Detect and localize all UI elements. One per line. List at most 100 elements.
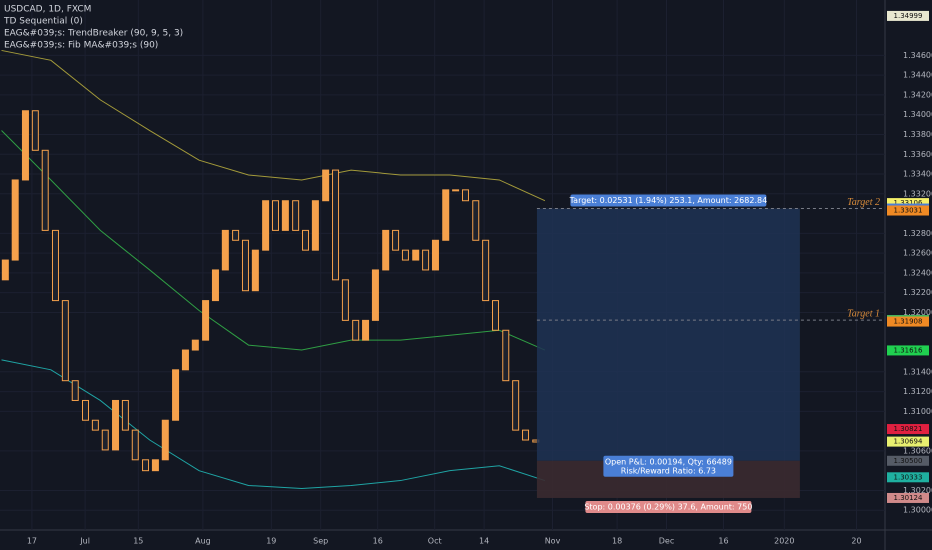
y-tick-label: 1.31200: [903, 387, 932, 396]
y-tick-label: 1.33600: [903, 150, 932, 159]
candle-body: [492, 300, 500, 331]
price-badge: [887, 316, 929, 327]
x-tick-label: 19: [266, 537, 276, 546]
candle-body: [302, 229, 310, 251]
candle-body: [281, 200, 289, 231]
indicator-label: TD Sequential (0): [3, 17, 83, 27]
candle-body: [382, 229, 390, 271]
price-badge-label: 1.31908: [894, 318, 923, 326]
x-tick-label: Oct: [428, 537, 442, 546]
candle-body: [161, 419, 169, 461]
candle-body: [341, 279, 349, 321]
candle-body: [332, 169, 340, 281]
candle-body: [181, 349, 189, 371]
indicator-label: EAG&#039;s: Fib MA&#039;s (90): [4, 41, 158, 51]
candle-body: [51, 229, 59, 302]
candle-body: [251, 249, 259, 292]
x-tick-label: 17: [27, 537, 37, 546]
x-tick-label: 16: [718, 537, 728, 546]
price-badge: [887, 345, 929, 356]
price-badge-label: 1.33106: [894, 199, 923, 207]
y-tick-label: 1.33800: [903, 130, 932, 139]
price-badge-label: 1.33031: [894, 207, 923, 215]
price-badge-label: 1.31616: [894, 346, 923, 354]
candle-body: [61, 300, 69, 382]
y-tick-label: 1.30000: [903, 506, 932, 515]
x-tick-label: 15: [133, 537, 143, 546]
price-badge: [887, 10, 929, 21]
candle-body: [11, 179, 19, 261]
price-badge-label: 1.30124: [894, 494, 923, 502]
price-badge: [887, 205, 929, 216]
candle-body: [502, 329, 510, 382]
y-tick-label: 1.31400: [903, 367, 932, 376]
candle-body: [392, 229, 400, 251]
x-tick-label: 18: [612, 537, 622, 546]
candle-body: [262, 200, 270, 251]
candle-body: [1, 259, 9, 281]
candle-body: [41, 149, 49, 231]
candle-body: [151, 459, 159, 472]
y-tick-label: 1.34400: [903, 71, 932, 80]
candle-body: [362, 319, 370, 341]
y-tick-label: 1.34200: [903, 90, 932, 99]
candle-body: [172, 369, 180, 421]
candle-body: [131, 429, 139, 461]
price-badge-label: 1.34999: [894, 12, 923, 20]
x-tick-label: 20: [851, 537, 861, 546]
candle-body: [142, 459, 150, 472]
candle-body: [431, 239, 439, 271]
candle-body: [452, 189, 460, 192]
y-tick-label: 1.32000: [903, 308, 932, 317]
candle-body: [482, 239, 490, 302]
candle-body: [271, 200, 279, 231]
y-tick-label: 1.34000: [903, 110, 932, 119]
candle-body: [31, 110, 39, 151]
position-label: Risk/Reward Ratio: 6.73: [621, 466, 716, 475]
candle-body: [81, 399, 89, 421]
candle-body: [112, 399, 120, 451]
price-badge-label: 1.30694: [894, 438, 923, 446]
moving-average: [1, 359, 546, 489]
candle-body: [412, 249, 420, 261]
candle-body: [91, 419, 99, 431]
y-tick-label: 1.33400: [903, 170, 932, 179]
target-label: Target 1: [847, 308, 880, 319]
candle-body: [472, 200, 480, 241]
candle-body: [352, 319, 360, 341]
price-badge-label: 1.30500: [894, 457, 923, 465]
candle-body: [241, 239, 249, 292]
candle-body: [461, 189, 469, 202]
target-label: Target 2: [847, 197, 880, 208]
indicator-label: EAG&#039;s: TrendBreaker (90, 9, 5, 3): [4, 29, 183, 39]
y-tick-label: 1.34600: [903, 51, 932, 60]
position-label-bg: [585, 500, 752, 513]
x-tick-label: Jul: [79, 537, 90, 546]
x-tick-label: Sep: [313, 537, 328, 546]
x-tick-label: 16: [373, 537, 383, 546]
position-label: Open P&L: 0.00194, Qty: 66489: [605, 457, 732, 466]
plot: Target: 0.02531 (1.94%) 253.1, Amount: 2…: [1, 49, 885, 513]
price-badge: [887, 472, 929, 483]
profit-zone: [536, 208, 800, 461]
y-tick-label: 1.33200: [903, 189, 932, 198]
y-tick-label: 1.31000: [903, 407, 932, 416]
position-label-bg: [603, 455, 734, 477]
x-tick-label: Nov: [545, 537, 561, 546]
x-tick-label: Aug: [195, 537, 211, 546]
candle-body: [71, 380, 79, 401]
price-badge-label: 1.30333: [894, 473, 923, 481]
y-tick-label: 1.32600: [903, 249, 932, 258]
candle-body: [442, 189, 450, 241]
candle-body: [512, 380, 520, 431]
price-badge: [887, 198, 929, 209]
y-tick-label: 1.32800: [903, 229, 932, 238]
candle-body: [371, 269, 379, 321]
y-tick-label: 1.32200: [903, 288, 932, 297]
moving-average: [1, 130, 546, 351]
candle-body: [211, 269, 219, 302]
price-badge-label: 1.30821: [894, 425, 923, 433]
position-label: Stop: 0.00376 (0.29%) 37.6, Amount: 750: [584, 502, 752, 511]
y-tick-label: 1.30600: [903, 446, 932, 455]
